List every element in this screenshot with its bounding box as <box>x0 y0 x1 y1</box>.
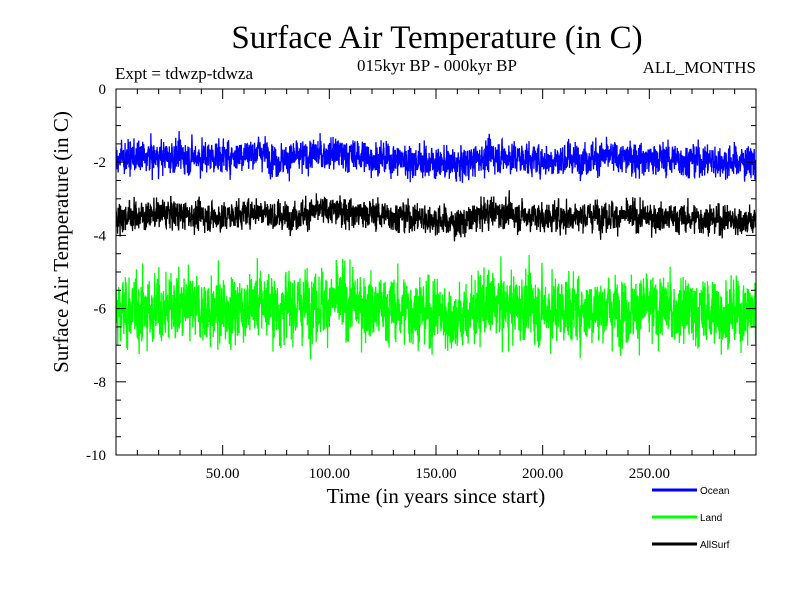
y-axis-label: Surface Air Temperature (in C) <box>49 111 73 373</box>
months-label: ALL_MONTHS <box>643 58 756 77</box>
plot-frame <box>115 88 757 456</box>
y-tick-label: -8 <box>94 375 107 391</box>
y-tick-label: 0 <box>99 82 107 98</box>
legend-label-allsurf: AllSurf <box>700 540 730 551</box>
x-axis: 50.00 100.00 150.00 200.00 250.00 <box>136 89 736 482</box>
x-tick-label: 100.00 <box>309 466 350 482</box>
y-tick-label: -2 <box>94 155 107 171</box>
series-line-land <box>116 255 756 360</box>
y-tick-label: -10 <box>86 448 106 464</box>
y-axis: 0 -2 -4 -6 -8 -10 <box>86 82 756 464</box>
x-axis-label: Time (in years since start) <box>327 484 546 508</box>
legend-label-land: Land <box>700 513 722 524</box>
series-line-ocean <box>116 131 756 183</box>
legend: Ocean Land AllSurf <box>652 486 730 551</box>
x-tick-label: 250.00 <box>629 466 670 482</box>
series-layer <box>116 131 756 360</box>
y-tick-label: -4 <box>94 228 107 244</box>
x-tick-label: 150.00 <box>415 466 456 482</box>
x-tick-label: 200.00 <box>522 466 563 482</box>
time-range-label: 015kyr BP - 000kyr BP <box>357 56 517 75</box>
chart-title: Surface Air Temperature (in C) <box>231 20 642 56</box>
experiment-label: Expt = tdwzp-tdwza <box>115 64 253 83</box>
y-tick-label: -6 <box>94 302 107 318</box>
x-tick-label: 50.00 <box>206 466 240 482</box>
series-line-allsurf <box>116 190 756 242</box>
legend-label-ocean: Ocean <box>700 486 729 497</box>
